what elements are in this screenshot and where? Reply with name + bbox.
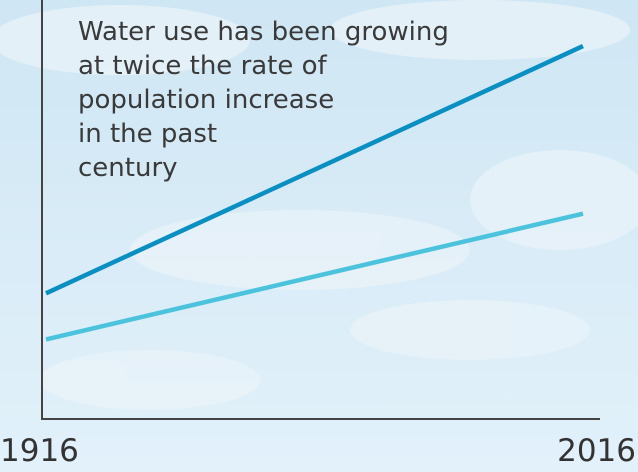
annotation-line: population increase — [78, 85, 334, 115]
annotation-line: in the past — [78, 119, 217, 149]
x-tick-label: 1916 — [0, 433, 79, 469]
x-tick-label: 2016 — [557, 433, 636, 469]
annotation-line: Water use has been growing — [78, 17, 449, 47]
clouds — [0, 0, 638, 410]
line — [45, 211, 584, 342]
line — [45, 44, 584, 296]
annotation-line: century — [78, 153, 178, 183]
annotation: Water use has been growing at twice the r… — [78, 17, 449, 183]
annotation-line: at twice the rate of — [78, 51, 328, 81]
